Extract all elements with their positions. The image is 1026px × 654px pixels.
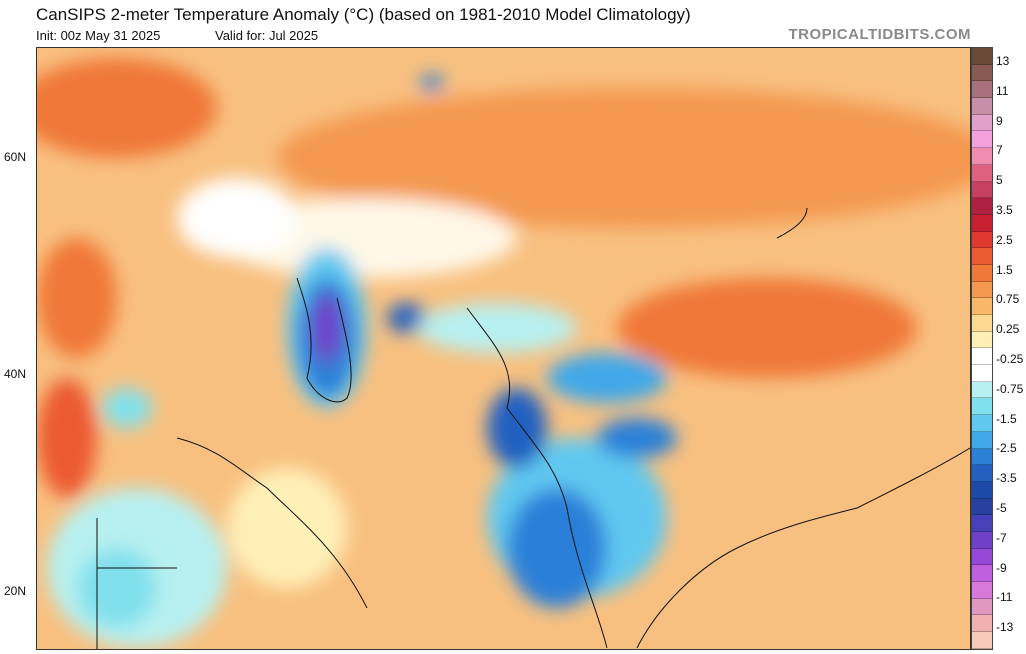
colorbar-segment: [972, 398, 992, 416]
lat-label-60n: 60N: [4, 150, 27, 164]
colorbar-segment: [972, 498, 992, 516]
colorbar-segment: [972, 98, 992, 115]
lat-label-20n: 20N: [4, 584, 27, 598]
colorbar: [971, 47, 993, 650]
valid-time: Valid for: Jul 2025: [215, 28, 319, 43]
colorbar-segment: [972, 632, 992, 649]
colorbar-segment: [972, 315, 992, 332]
lat-label-40n: 40N: [4, 367, 27, 381]
colorbar-segment: [972, 214, 992, 232]
colorbar-segment: [972, 81, 992, 99]
colorbar-segment: [972, 298, 992, 315]
temperature-anomaly-map: [36, 47, 971, 650]
colorbar-tick-label: -1.5: [996, 411, 1017, 426]
colorbar-tick-label: 13: [996, 54, 1010, 68]
colorbar-tick-label: -9: [996, 560, 1007, 575]
colorbar-segment: [972, 548, 992, 566]
colorbar-tick-label: -2.5: [996, 441, 1017, 456]
colorbar-segment: [972, 281, 992, 299]
colorbar-segment: [972, 481, 992, 499]
colorbar-tick-label: 2.5: [996, 232, 1013, 247]
colorbar-segment: [972, 515, 992, 532]
colorbar-tick-label: 1.5: [996, 262, 1013, 277]
colorbar-tick-label: -5: [996, 501, 1007, 515]
colorbar-segment: [972, 415, 992, 432]
colorbar-tick-label: 7: [996, 143, 1003, 158]
colorbar-segment: [972, 48, 992, 65]
colorbar-segment: [972, 331, 992, 349]
colorbar-segment: [972, 565, 992, 582]
colorbar-segment: [972, 381, 992, 399]
colorbar-tick-label: 5: [996, 173, 1003, 188]
colorbar-segment: [972, 615, 992, 633]
colorbar-tick-label: -11: [996, 590, 1013, 605]
colorbar-segment: [972, 131, 992, 149]
brand-watermark: TROPICALTIDBITS.COM: [788, 26, 971, 43]
colorbar-tick-label: 3.5: [996, 203, 1013, 217]
colorbar-tick-label: 0.75: [996, 292, 1020, 307]
colorbar-tick-label: 9: [996, 113, 1003, 128]
colorbar-segment: [972, 164, 992, 182]
colorbar-segment: [972, 431, 992, 449]
colorbar-tick-label: 11: [996, 83, 1009, 98]
colorbar-tick-label: -0.25: [996, 352, 1024, 366]
colorbar-segment: [972, 248, 992, 265]
init-time: Init: 00z May 31 2025: [36, 28, 161, 43]
colorbar-segment: [972, 448, 992, 466]
colorbar-tick-label: -3.5: [996, 471, 1017, 486]
colorbar-segment: [972, 598, 992, 616]
colorbar-tick-label: 0.25: [996, 322, 1020, 337]
colorbar-tick-label: -13: [996, 620, 1014, 635]
coastlines-borders: [96, 207, 970, 649]
colorbar-segment: [972, 465, 992, 482]
anomaly-fields: [37, 58, 970, 648]
colorbar-segment: [972, 531, 992, 549]
colorbar-segment: [972, 64, 992, 82]
colorbar-segment: [972, 231, 992, 249]
colorbar-segment: [972, 264, 992, 282]
colorbar-segment: [972, 198, 992, 215]
colorbar-segment: [972, 114, 992, 132]
map-title: CanSIPS 2-meter Temperature Anomaly (°C)…: [36, 5, 691, 24]
colorbar-tick-label: -7: [996, 530, 1007, 545]
colorbar-segment: [972, 348, 992, 366]
colorbar-segment: [972, 582, 992, 599]
colorbar-tick-label: -0.75: [996, 381, 1024, 396]
colorbar-segment: [972, 148, 992, 165]
colorbar-segment: [972, 181, 992, 199]
colorbar-segment: [972, 365, 992, 382]
